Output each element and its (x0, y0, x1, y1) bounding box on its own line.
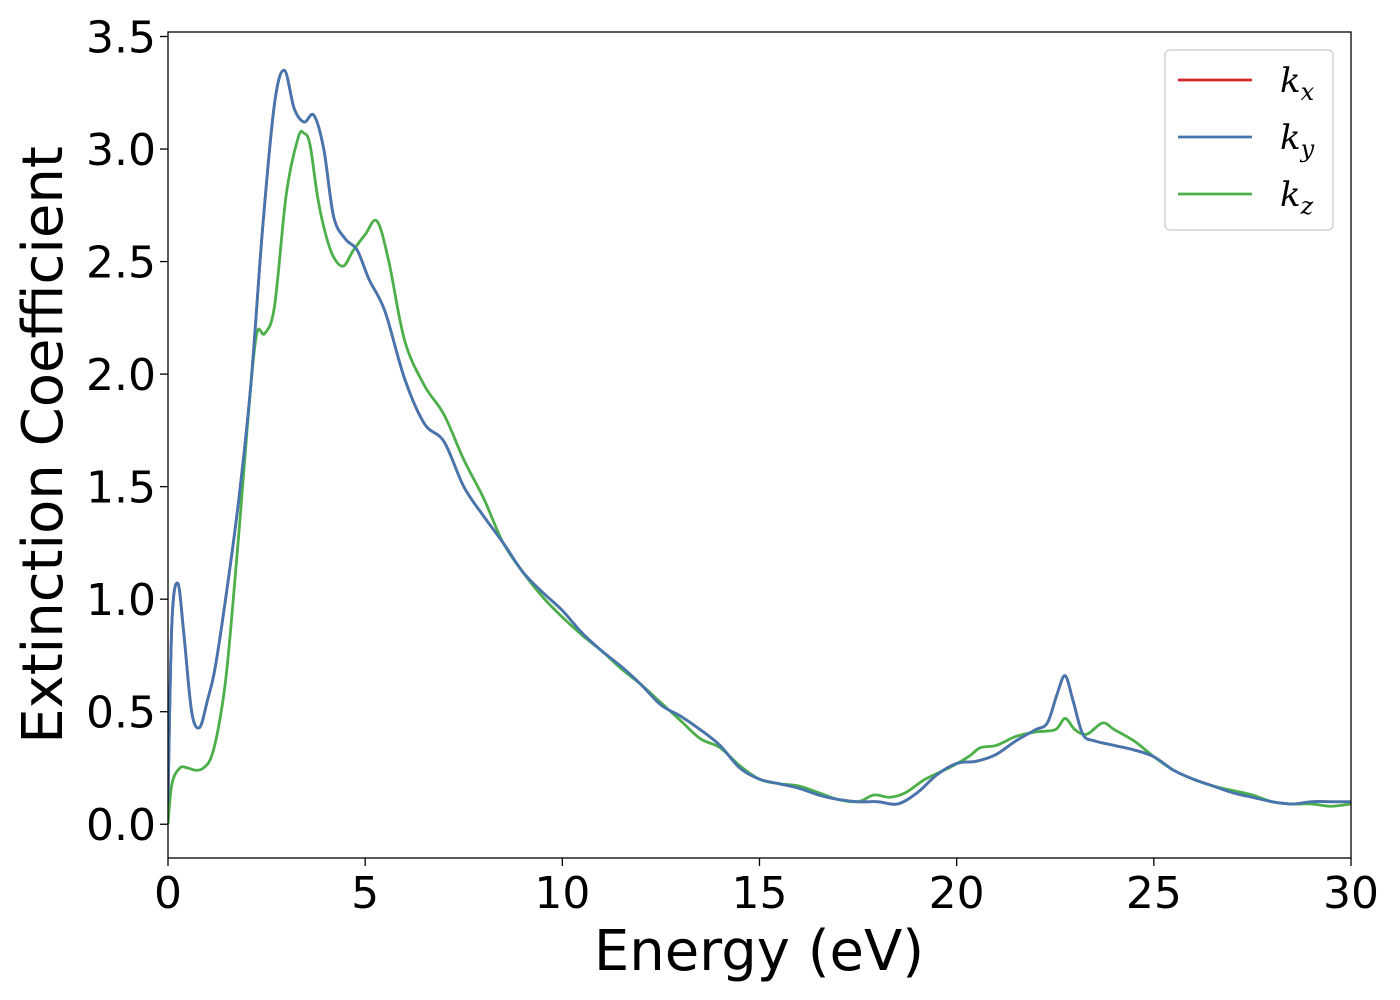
y-tick-label: 1.5 (86, 463, 156, 514)
y-tick-label: 2.0 (86, 350, 156, 401)
series-line-k-z (168, 129, 1351, 825)
x-tick-label: 20 (929, 868, 985, 919)
legend-box (1164, 49, 1334, 231)
y-tick-label: 3.5 (86, 13, 156, 64)
x-axis: 0 5 10 15 20 25 30 (154, 858, 1379, 919)
y-axis: 0.0 0.5 1.0 1.5 2.0 2.5 3.0 3.5 (86, 13, 168, 851)
y-tick-label: 0.0 (86, 800, 156, 851)
x-tick-label: 5 (351, 868, 379, 919)
series-layer (168, 68, 1351, 825)
x-tick-label: 10 (534, 868, 590, 919)
y-tick-label: 0.5 (86, 688, 156, 739)
y-tick-label: 2.5 (86, 238, 156, 289)
x-tick-label: 15 (732, 868, 788, 919)
y-axis-title: Extinction Coefficient (11, 146, 76, 744)
x-tick-label: 30 (1323, 868, 1379, 919)
y-tick-label: 3.0 (86, 125, 156, 176)
x-tick-label: 25 (1126, 868, 1182, 919)
series-line-k-y (168, 68, 1351, 806)
x-axis-title: Energy (eV) (594, 919, 924, 984)
x-tick-label: 0 (154, 868, 182, 919)
y-tick-label: 1.0 (86, 575, 156, 626)
